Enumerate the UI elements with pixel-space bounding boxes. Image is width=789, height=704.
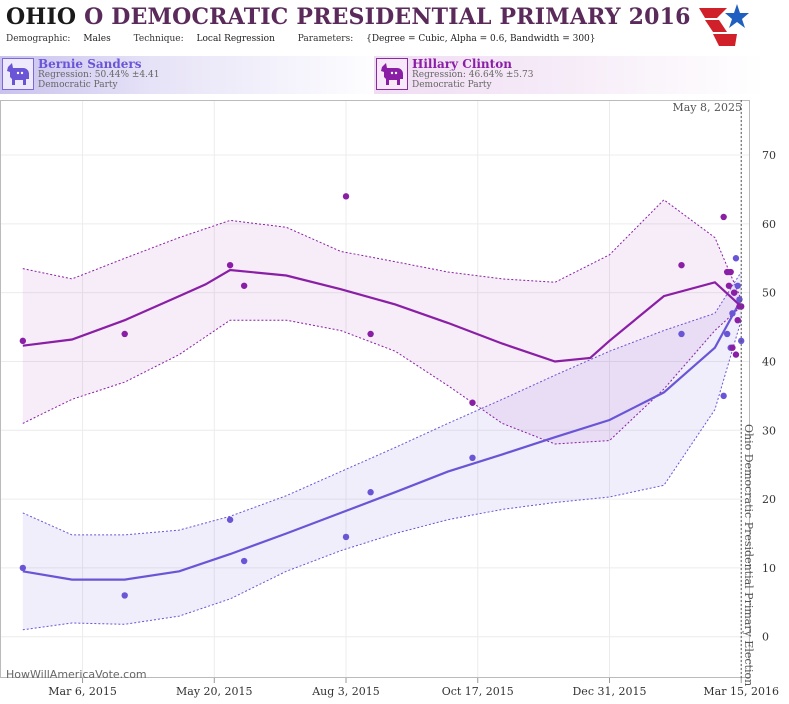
poll-point xyxy=(729,310,736,317)
y-tick-label: 70 xyxy=(762,149,776,162)
candidate-legend: Bernie Sanders Regression: 50.44% ±4.41 … xyxy=(0,56,789,94)
parameters-key: Parameters: xyxy=(297,34,354,44)
poll-point xyxy=(732,351,740,358)
poll-point xyxy=(720,213,727,221)
y-tick-label: 30 xyxy=(762,424,776,437)
trend-line xyxy=(22,268,742,363)
band-upper-line xyxy=(22,271,742,536)
plot-border xyxy=(0,100,750,678)
poll-point xyxy=(725,282,733,289)
confidence-bands xyxy=(22,199,742,631)
logo-icon[interactable] xyxy=(697,2,751,48)
poll-point xyxy=(678,261,685,269)
trend-line xyxy=(22,298,743,581)
demographic-value: Males xyxy=(83,34,111,44)
donkey-icon xyxy=(376,58,408,90)
y-tick-label: 0 xyxy=(762,631,769,644)
poll-point xyxy=(342,533,350,541)
candidate-regression: Regression: 50.44% ±4.41 xyxy=(38,70,160,80)
candidate-card-sanders[interactable]: Bernie Sanders Regression: 50.44% ±4.41 … xyxy=(0,56,390,94)
poll-point xyxy=(240,282,248,289)
y-tick-label: 10 xyxy=(762,562,776,575)
poll-point xyxy=(720,392,727,400)
y-tick-label: 20 xyxy=(762,493,776,506)
poll-point xyxy=(19,564,27,572)
header: OHIO O DEMOCRATIC PRESIDENTIAL PRIMARY 2… xyxy=(0,0,789,56)
poll-point xyxy=(469,454,476,462)
technique-value: Local Regression xyxy=(196,34,275,44)
poll-point xyxy=(240,557,248,565)
title-text: O DEMOCRATIC PRESIDENTIAL PRIMARY 2016 xyxy=(84,4,691,30)
poll-point xyxy=(226,261,234,269)
poll-point xyxy=(678,330,685,338)
poll-point xyxy=(723,330,731,338)
x-tick-label: Aug 3, 2015 xyxy=(311,685,380,698)
y-tick-label: 60 xyxy=(762,218,776,231)
band-upper-line xyxy=(22,199,742,300)
candidate-name: Bernie Sanders xyxy=(38,57,142,71)
demographic-key: Demographic: xyxy=(6,34,71,44)
candidate-party: Democratic Party xyxy=(412,80,492,90)
current-date-label: May 8, 2025 xyxy=(672,101,742,114)
x-tick-label: May 20, 2015 xyxy=(176,685,253,698)
poll-point xyxy=(19,337,27,345)
poll-point xyxy=(730,289,738,296)
band-lower-line xyxy=(22,306,742,445)
chart-axes: 0 10 20 30 40 50 60 70 Mar 6, 2015 May 20, 2015 Au… xyxy=(0,100,779,698)
parameters-value: {Degree = Cubic, Alpha = 0.6, Bandwidth … xyxy=(366,34,596,44)
poll-point xyxy=(226,516,234,523)
y-tick-label: 50 xyxy=(762,287,776,300)
confidence-band xyxy=(22,272,742,630)
page-title: OHIO O DEMOCRATIC PRESIDENTIAL PRIMARY 2… xyxy=(6,4,691,30)
poll-point xyxy=(738,303,745,310)
poll-point xyxy=(367,489,374,496)
poll-point xyxy=(734,316,741,324)
poll-point xyxy=(734,282,741,289)
confidence-band xyxy=(22,199,742,444)
poll-point xyxy=(729,344,736,351)
x-tick-label: Oct 17, 2015 xyxy=(442,685,514,698)
poll-point xyxy=(469,399,476,406)
title-state: OHIO xyxy=(6,4,77,30)
poll-point xyxy=(342,193,350,200)
poll-point xyxy=(727,268,734,276)
donkey-icon xyxy=(2,58,34,90)
poll-point xyxy=(732,255,740,262)
y-tick-label: 40 xyxy=(762,355,776,368)
x-tick-label: Mar 6, 2015 xyxy=(48,685,117,698)
candidate-party: Democratic Party xyxy=(38,80,118,90)
poll-point xyxy=(121,330,128,338)
x-tick-label: Mar 15, 2016 xyxy=(703,685,779,698)
poll-point xyxy=(121,592,128,599)
watermark: HowWillAmericaVote.com xyxy=(6,668,147,681)
technique-key: Technique: xyxy=(133,34,184,44)
candidate-regression: Regression: 46.64% ±5.73 xyxy=(412,70,534,80)
x-tick-label: Dec 31, 2015 xyxy=(572,685,646,698)
candidate-name: Hillary Clinton xyxy=(412,57,512,71)
poll-points xyxy=(19,193,745,599)
candidate-card-clinton[interactable]: Hillary Clinton Regression: 46.64% ±5.73… xyxy=(374,56,764,94)
poll-chart: 0 10 20 30 40 50 60 70 Mar 6, 2015 May 20, 2015 Au… xyxy=(0,100,779,698)
trend-lines xyxy=(22,268,743,581)
band-lower-line xyxy=(22,320,742,631)
election-label: Ohio Democratic Presidential Primary Ele… xyxy=(742,424,755,686)
parameters-line: Demographic: Males Technique: Local Regr… xyxy=(6,34,616,44)
poll-point xyxy=(367,330,374,338)
